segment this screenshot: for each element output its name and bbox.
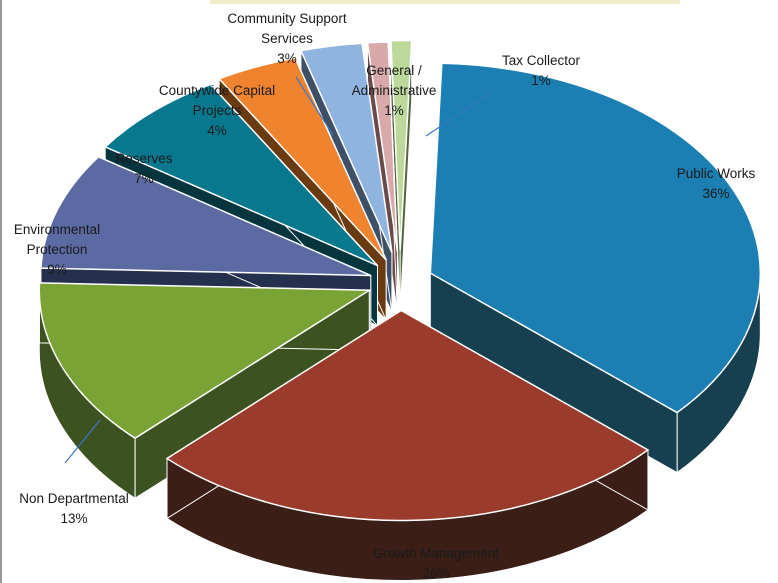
slice-label-public-works: Public Works 36%: [677, 166, 756, 201]
slice-percent-public-works: 36%: [702, 186, 729, 201]
slice-label-line: Public Works: [677, 166, 756, 181]
slice-percent-countywide-capital-projects: 4%: [207, 123, 227, 138]
slice-label-line: Protection: [27, 242, 88, 257]
leader-line-community-support-services: [295, 76, 334, 136]
slice-percent-reserves: 7%: [134, 171, 154, 186]
pie-slices: [38, 39, 762, 581]
slice-label-non-departmental: Non Departmental 13%: [19, 491, 129, 526]
slice-percent-general-administrative: 1%: [384, 103, 404, 118]
slice-percent-non-departmental: 13%: [60, 511, 87, 526]
slice-label-community-support-services: Community Support Services 3%: [227, 11, 347, 66]
slice-label-tax-collector: Tax Collector 1%: [502, 53, 581, 88]
slice-label-countywide-capital-projects: Countywide Capital Projects 4%: [159, 83, 275, 138]
top-edge-band: [210, 0, 680, 4]
slice-growth-management: [165, 309, 650, 581]
slice-label-line: Services: [261, 31, 313, 46]
slice-top-countywide-capital-projects: [217, 57, 387, 261]
slice-percent-community-support-services: 3%: [277, 51, 297, 66]
slice-percent-tax-collector: 1%: [531, 73, 551, 88]
leader-line-non-departmental: [64, 419, 101, 464]
slice-label-line: Projects: [193, 103, 242, 118]
slice-labels: Public Works 36% Growth Management 26% Non D…: [14, 11, 756, 581]
slice-top-non-departmental: [38, 282, 372, 440]
slice-top-growth-management: [165, 309, 650, 522]
leader-lines: [64, 76, 493, 464]
slice-label-line: Countywide Capital: [159, 83, 275, 98]
slice-top-community-support-services: [299, 42, 393, 253]
slice-top-general-administrative: [366, 41, 399, 253]
slice-label-line: Environmental: [14, 222, 100, 237]
slice-label-line: Reserves: [115, 151, 172, 166]
slice-label-growth-management: Growth Management 26%: [373, 546, 499, 581]
slice-label-line: Community Support: [227, 11, 347, 26]
slice-public-works: [429, 62, 762, 474]
left-border: [0, 0, 2, 583]
slice-label-line: Growth Management: [373, 546, 499, 561]
slice-percent-environmental-protection: 9%: [47, 262, 67, 277]
slice-label-line: Tax Collector: [502, 53, 581, 68]
slice-general-administrative: [366, 41, 399, 313]
slice-percent-growth-management: 26%: [422, 566, 449, 581]
slice-label-environmental-protection: Environmental Protection 9%: [14, 222, 100, 277]
slice-label-reserves: Reserves 7%: [115, 151, 172, 186]
slice-top-environmental-protection: [40, 155, 372, 277]
slice-label-line: General /: [366, 63, 422, 78]
slice-label-line: Non Departmental: [19, 491, 129, 506]
slice-label-line: Administrative: [352, 83, 437, 98]
slice-top-reserves: [103, 83, 379, 267]
slice-top-tax-collector: [390, 39, 413, 251]
slice-top-public-works: [429, 62, 762, 414]
slice-label-general-administrative: General / Administrative 1%: [352, 63, 437, 118]
leader-line-tax-collector: [425, 91, 493, 137]
